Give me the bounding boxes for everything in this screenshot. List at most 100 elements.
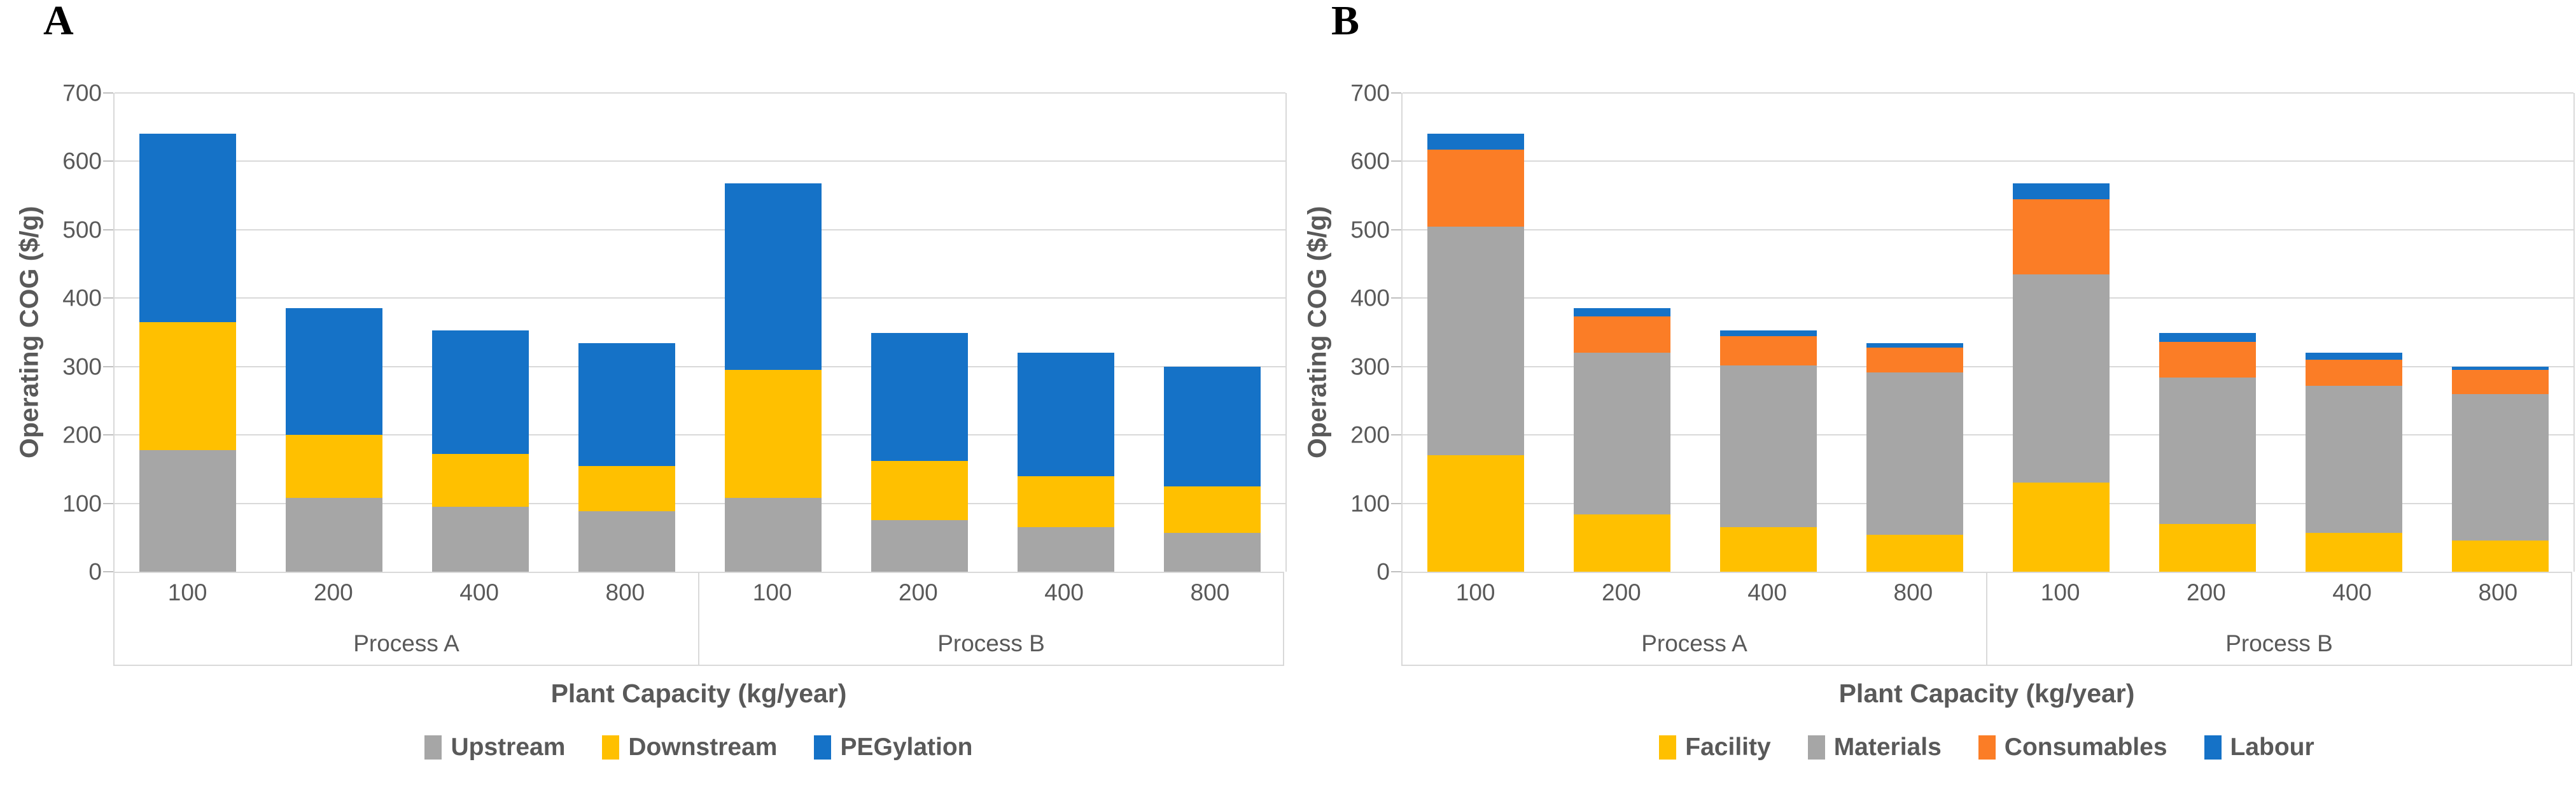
gridline xyxy=(115,502,1285,504)
x-tick-label: 200 xyxy=(1602,579,1641,605)
legend-item: Downstream xyxy=(602,733,777,761)
bar-slot xyxy=(1988,93,2134,572)
bar-segment-facility xyxy=(2306,532,2402,572)
x-tick-label: 100 xyxy=(1455,579,1495,605)
legend-label: Upstream xyxy=(451,733,566,761)
bar-segment-consumables xyxy=(1720,336,1817,365)
bar-stack xyxy=(2452,93,2549,572)
bar-segment-materials xyxy=(1866,372,1963,535)
bar-stack xyxy=(1427,93,1524,572)
bar-segment-consumables xyxy=(2159,342,2256,378)
bar-slot xyxy=(993,93,1139,572)
x-tick-label: 100 xyxy=(2040,579,2080,605)
bar-slot xyxy=(2427,93,2573,572)
y-tick-mark xyxy=(1391,92,1401,94)
x-tick-label: 800 xyxy=(1893,579,1933,605)
y-tick-mark xyxy=(103,160,113,162)
bar-segment-labour xyxy=(1574,308,1670,317)
legend: Facility Materials Consumables Labour xyxy=(1401,733,2572,761)
bar-segment-pegylation xyxy=(286,308,382,435)
y-tick-mark xyxy=(1391,160,1401,162)
x-tick-label: 400 xyxy=(1747,579,1787,605)
y-tick-label: 700 xyxy=(62,80,102,106)
bar-segment-upstream xyxy=(871,520,968,572)
bar-stack xyxy=(2306,93,2402,572)
gridline xyxy=(1403,229,2573,230)
x-axis-title: Plant Capacity (kg/year) xyxy=(550,679,847,708)
y-tick-label: 300 xyxy=(1350,353,1390,380)
category-tick-row: 100 200 400 800 xyxy=(115,573,698,612)
x-tick-label: 800 xyxy=(605,579,645,605)
bar-segment-pegylation xyxy=(725,183,822,371)
bar-segment-labour xyxy=(2306,353,2402,360)
gridline xyxy=(1403,502,2573,504)
bar-stack xyxy=(432,93,529,572)
plot-area xyxy=(103,92,1287,572)
category-tick-row: 100 200 400 800 xyxy=(1987,573,2571,612)
gridlines xyxy=(1391,92,2573,572)
x-tick-label: 200 xyxy=(2187,579,2226,605)
bar-segment-downstream xyxy=(432,454,529,507)
legend-marker xyxy=(424,735,442,760)
bar-segment-upstream xyxy=(1018,527,1114,572)
bar-stack xyxy=(139,93,236,572)
y-tick-mark xyxy=(103,229,113,230)
panel-b: B Operating COG ($/g) 0 100 200 300 400 500 60… xyxy=(1288,0,2576,792)
bar-segment-facility xyxy=(1720,527,1817,572)
bar-stack xyxy=(725,93,822,572)
bar-stack xyxy=(1018,93,1114,572)
bar-groups xyxy=(1403,93,2573,572)
bar-segment-labour xyxy=(1427,134,1524,150)
y-tick-mark xyxy=(1391,365,1401,367)
legend: Upstream Downstream PEGylation xyxy=(113,733,1284,761)
x-tick-label: 100 xyxy=(167,579,207,605)
x-tick-label: 400 xyxy=(1044,579,1084,605)
gridline xyxy=(1403,297,2573,299)
bar-slot xyxy=(1549,93,1695,572)
bar-segment-pegylation xyxy=(139,134,236,322)
gridline xyxy=(1403,92,2573,94)
y-tick-mark xyxy=(1391,297,1401,299)
bar-segment-upstream xyxy=(725,497,822,572)
y-tick-mark xyxy=(1391,434,1401,436)
gridline xyxy=(115,365,1285,367)
x-tick-label: 200 xyxy=(314,579,353,605)
bar-slot xyxy=(2134,93,2281,572)
y-tick-mark xyxy=(103,434,113,436)
legend-marker xyxy=(814,735,832,760)
y-tick-label: 700 xyxy=(1350,80,1390,106)
x-tick-label: 200 xyxy=(899,579,938,605)
y-tick-label: 100 xyxy=(62,490,102,517)
bar-segment-downstream xyxy=(139,322,236,450)
bar-stack xyxy=(1720,93,1817,572)
bar-segment-downstream xyxy=(725,370,822,498)
bar-segment-consumables xyxy=(2306,360,2402,386)
bar-segment-materials xyxy=(1427,226,1524,456)
bar-stack xyxy=(578,93,675,572)
group-label: Process B xyxy=(937,630,1045,656)
legend-label: Downstream xyxy=(628,733,778,761)
y-tick-label: 0 xyxy=(88,558,102,585)
bar-segment-labour xyxy=(2159,333,2256,343)
bar-slot xyxy=(261,93,407,572)
gridlines xyxy=(103,92,1285,572)
category-group: 100 200 400 800 Process A xyxy=(115,573,698,665)
bar-segment-pegylation xyxy=(1164,366,1261,486)
bar-segment-downstream xyxy=(871,460,968,521)
legend-marker xyxy=(1659,735,1677,760)
legend-label: PEGylation xyxy=(840,733,973,761)
bar-slot xyxy=(407,93,554,572)
bar-segment-materials xyxy=(2306,385,2402,533)
bar-segment-materials xyxy=(2159,377,2256,524)
y-tick-label: 200 xyxy=(62,421,102,448)
bar-segment-upstream xyxy=(1164,532,1261,572)
panel-letter-a: A xyxy=(43,0,74,44)
panel-a: A Operating COG ($/g) 0 100 200 300 400 500 60… xyxy=(15,0,1287,761)
y-axis-tick-labels: 0 100 200 300 400 500 600 700 xyxy=(38,81,102,584)
legend-label: Consumables xyxy=(2004,733,2167,761)
y-tick-label: 200 xyxy=(1350,421,1390,448)
gridline xyxy=(115,434,1285,436)
gridline xyxy=(115,92,1285,94)
bar-slot xyxy=(1403,93,1549,572)
legend-item: Facility xyxy=(1659,733,1771,761)
